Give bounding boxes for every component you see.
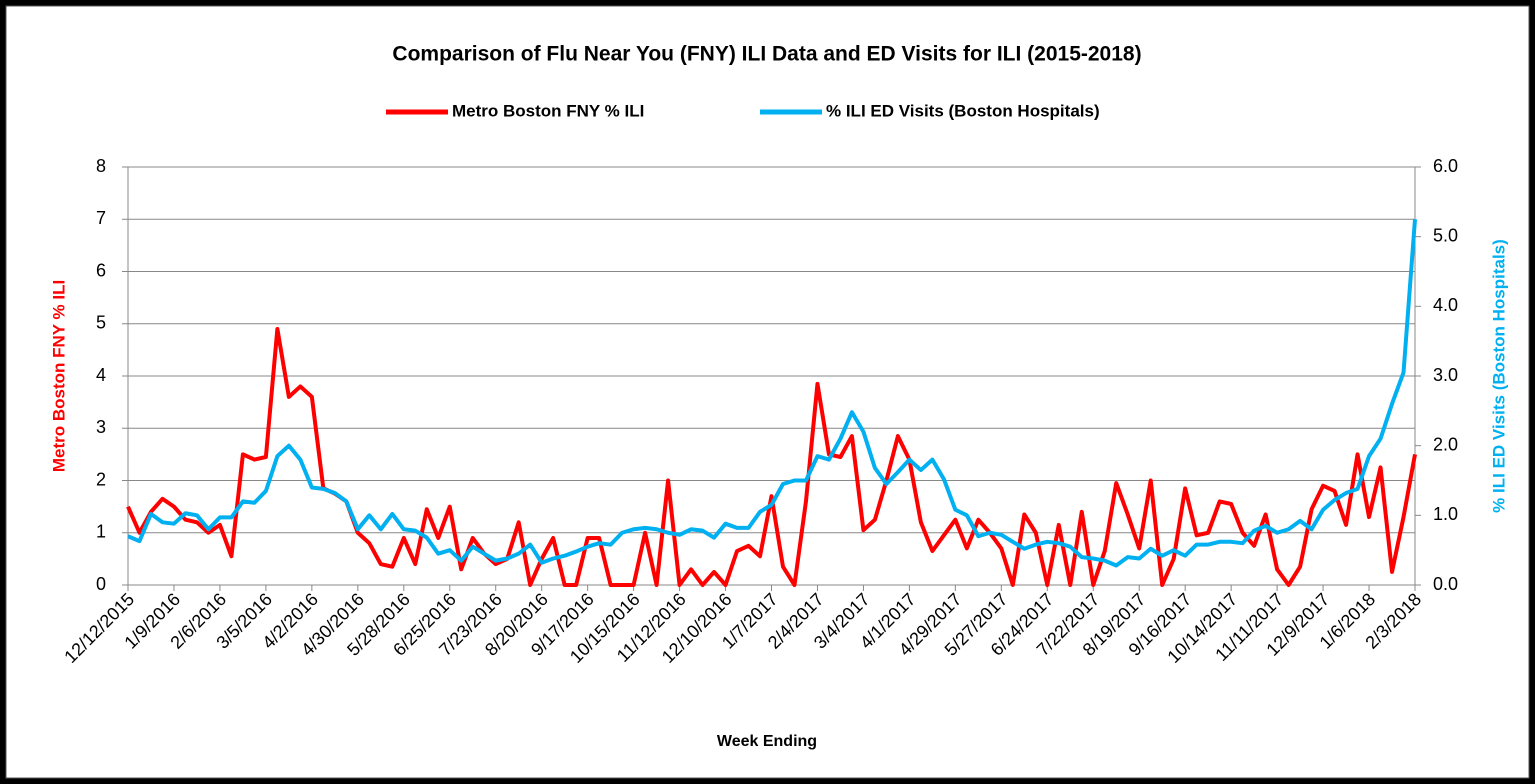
y2-tick-label: 1.0 bbox=[1433, 504, 1458, 524]
legend-label: Metro Boston FNY % ILI bbox=[452, 101, 644, 120]
x-axis-title: Week Ending bbox=[717, 733, 817, 750]
y-tick-label: 4 bbox=[96, 365, 106, 385]
y2-tick-label: 4.0 bbox=[1433, 295, 1458, 315]
y2-tick-label: 6.0 bbox=[1433, 156, 1458, 176]
series-line bbox=[127, 219, 1417, 568]
y-tick-label: 3 bbox=[96, 417, 106, 437]
y-tick-label: 8 bbox=[96, 156, 106, 176]
y-tick-label: 2 bbox=[96, 469, 106, 489]
legend-label: % ILI ED Visits (Boston Hospitals) bbox=[826, 101, 1100, 120]
y-tick-label: 7 bbox=[96, 208, 106, 228]
y2-axis-title: % ILI ED Visits (Boston Hospitals) bbox=[1489, 239, 1508, 513]
chart-area bbox=[5, 5, 1530, 779]
y2-tick-label: 0.0 bbox=[1433, 574, 1458, 594]
y2-tick-label: 5.0 bbox=[1433, 225, 1458, 245]
chart-title: Comparison of Flu Near You (FNY) ILI Dat… bbox=[392, 43, 1141, 66]
y-tick-label: 5 bbox=[96, 313, 106, 333]
y2-tick-label: 2.0 bbox=[1433, 434, 1458, 454]
y-tick-label: 0 bbox=[96, 574, 106, 594]
y2-tick-label: 3.0 bbox=[1433, 365, 1458, 385]
y-tick-label: 1 bbox=[96, 522, 106, 542]
y-axis-title: Metro Boston FNY % ILI bbox=[49, 280, 68, 472]
y-tick-label: 6 bbox=[96, 260, 106, 280]
